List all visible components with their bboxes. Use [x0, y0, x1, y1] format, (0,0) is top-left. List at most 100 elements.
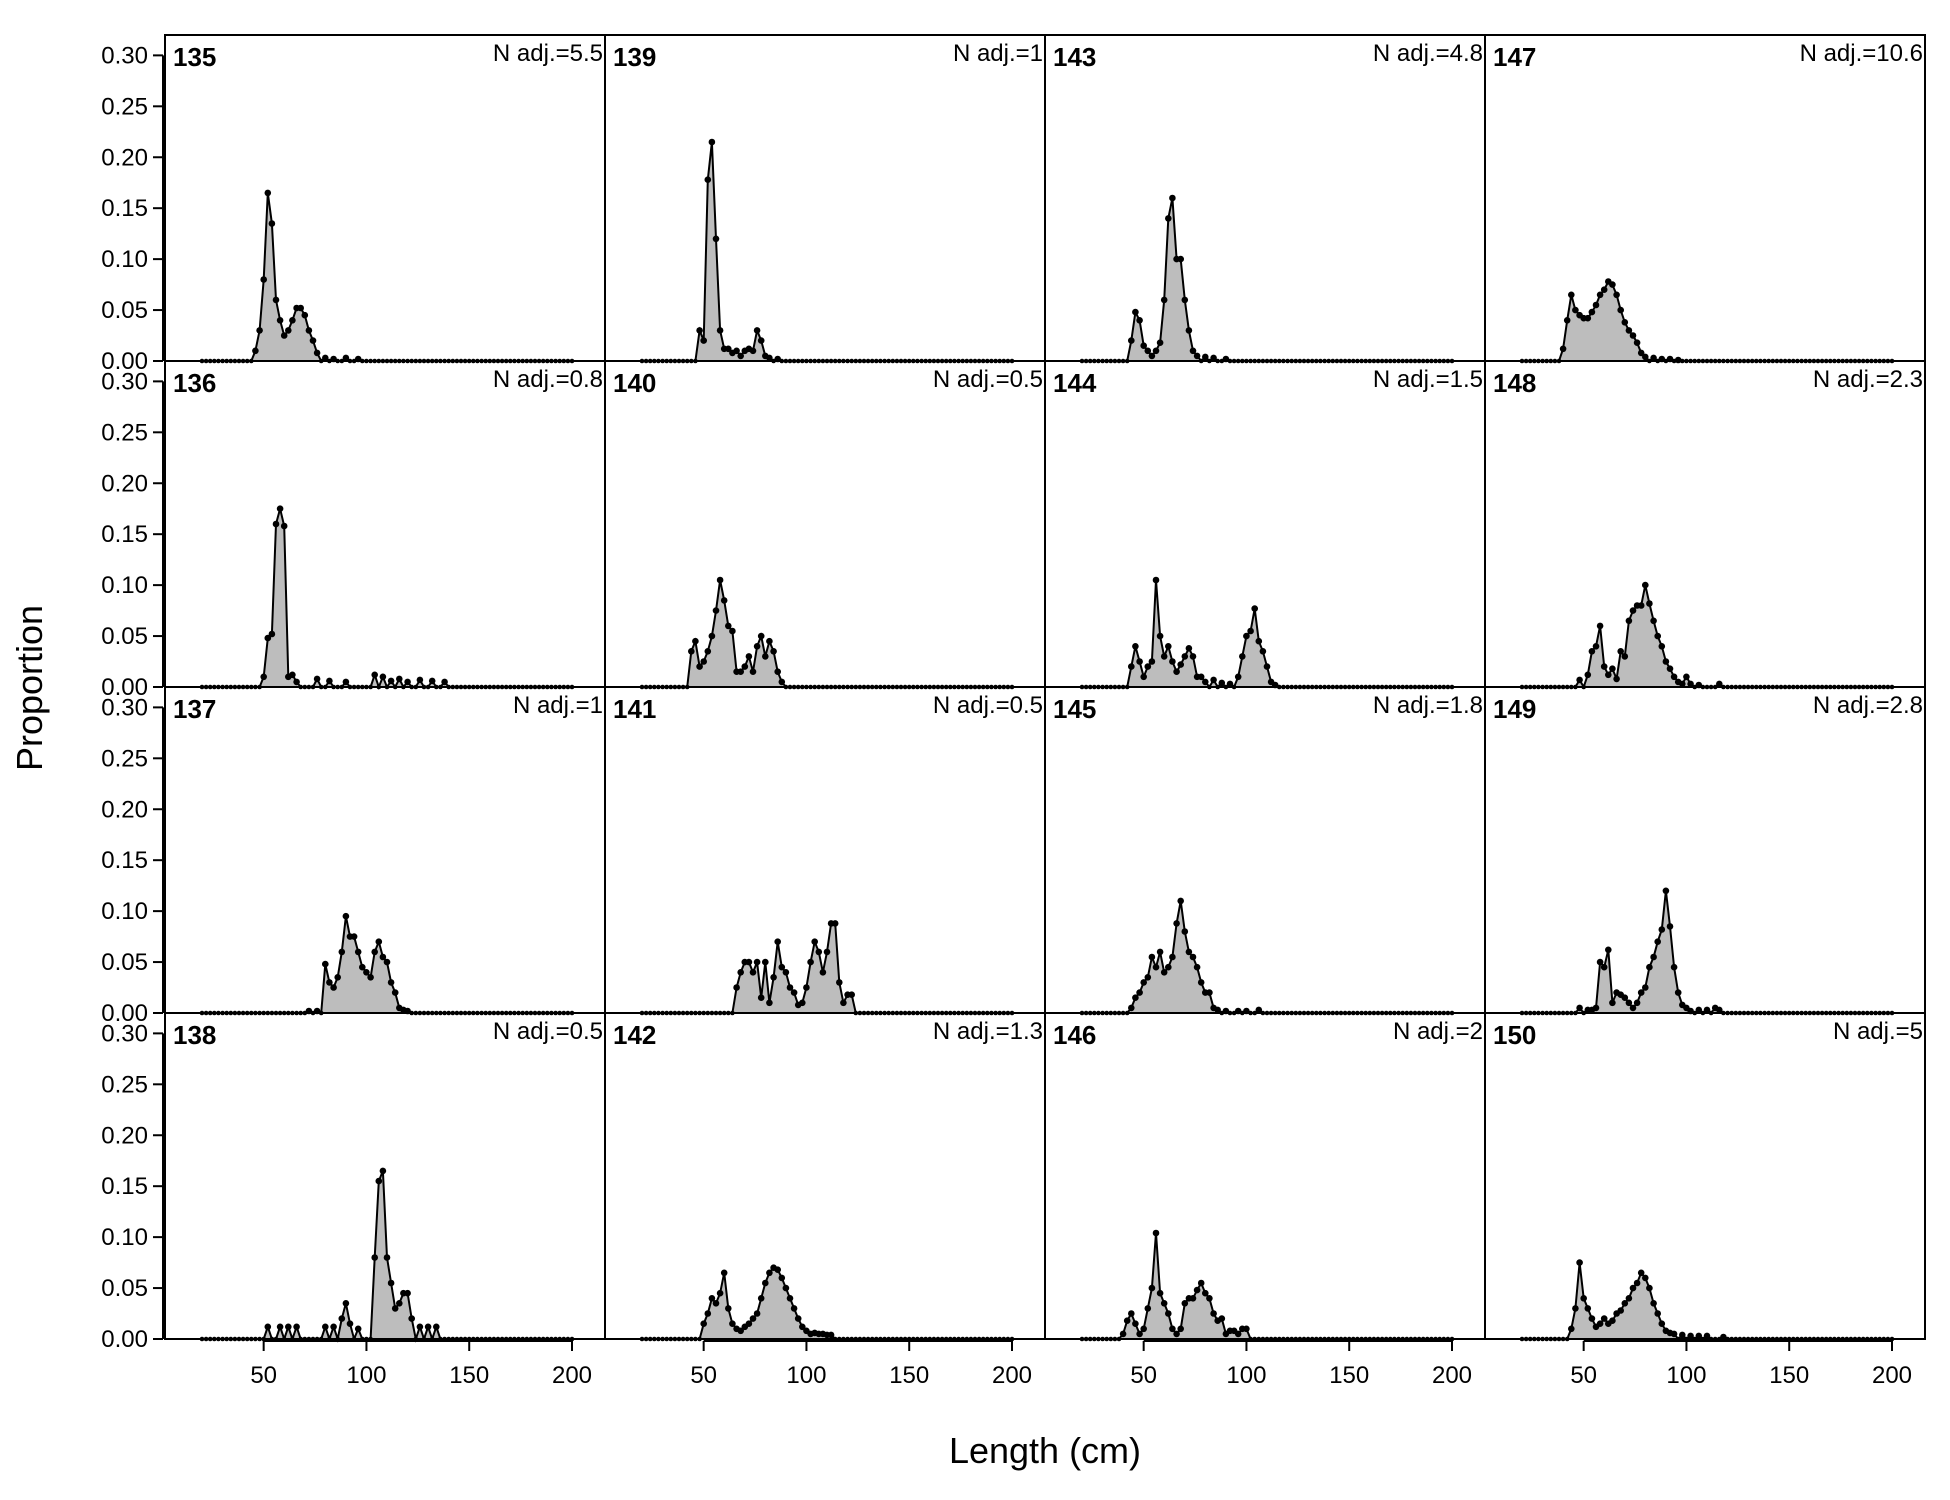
- y-tick-label: 0.00: [101, 1000, 148, 1027]
- data-point: [1152, 347, 1160, 355]
- data-point: [1144, 663, 1152, 670]
- x-tick-label: 150: [889, 1362, 929, 1389]
- data-point: [1695, 1332, 1703, 1340]
- data-point: [346, 1320, 354, 1327]
- data-point: [696, 663, 703, 670]
- data-point: [1156, 632, 1164, 640]
- data-point: [803, 984, 810, 991]
- panel-label: 144: [1053, 368, 1097, 398]
- data-point: [268, 630, 276, 638]
- panel-label: 139: [613, 42, 656, 72]
- data-point: [1234, 673, 1242, 681]
- data-point: [1263, 663, 1271, 670]
- data-point: [334, 974, 342, 981]
- x-axis-col-2: 50 100 150 200: [690, 1340, 1032, 1389]
- data-point: [1621, 653, 1629, 660]
- y-tick-label: 0.15: [101, 847, 148, 874]
- data-point: [1650, 617, 1657, 625]
- data-point: [289, 671, 296, 679]
- data-point: [1650, 354, 1657, 362]
- data-point: [716, 576, 724, 584]
- distribution-area: [1082, 1233, 1452, 1339]
- data-point: [367, 974, 374, 981]
- data-point: [1202, 353, 1209, 361]
- data-point: [766, 1269, 773, 1277]
- panel-label: 145: [1053, 694, 1096, 724]
- data-point: [1152, 576, 1160, 584]
- data-point: [338, 948, 346, 956]
- data-point: [1169, 953, 1176, 961]
- x-tick-label: 150: [449, 1362, 489, 1389]
- data-point: [1210, 676, 1217, 684]
- distribution-area: [1522, 281, 1892, 361]
- data-point: [712, 607, 720, 614]
- data-point: [799, 999, 806, 1007]
- x-axis-col-3: 50 100 150 200: [1130, 1340, 1472, 1389]
- data-point: [383, 1254, 391, 1261]
- y-tick-label: 0.30: [101, 42, 148, 69]
- n-adj-label: N adj.=4.8: [1373, 40, 1483, 67]
- data-point: [737, 352, 744, 360]
- data-point: [350, 933, 358, 940]
- y-tick-label: 0.00: [101, 348, 148, 375]
- panel-144: 144 N adj.=1.5: [1044, 360, 1486, 690]
- data-point: [1185, 948, 1193, 956]
- data-point: [1687, 1332, 1694, 1340]
- y-tick-label: 0.25: [101, 93, 148, 120]
- data-point: [1136, 658, 1143, 665]
- data-point: [774, 668, 781, 675]
- panel-label: 142: [613, 1020, 656, 1050]
- data-point: [749, 1315, 757, 1322]
- data-point: [1658, 1320, 1666, 1327]
- data-point: [305, 327, 313, 334]
- data-point: [264, 634, 272, 642]
- data-point: [1646, 1284, 1653, 1292]
- y-tick-label: 0.10: [101, 246, 148, 273]
- data-point: [1243, 1325, 1250, 1333]
- data-point: [1197, 1279, 1205, 1287]
- data-point: [1629, 1004, 1637, 1012]
- data-point: [1592, 1004, 1600, 1012]
- panel-frame: [1484, 686, 1926, 1014]
- y-tick-label: 0.25: [101, 1071, 148, 1098]
- distribution-area: [642, 1267, 1012, 1339]
- y-tick-label: 0.25: [101, 745, 148, 772]
- data-point: [375, 938, 383, 945]
- panel-frame: [1044, 686, 1486, 1014]
- data-point: [1666, 665, 1674, 672]
- data-point: [1576, 676, 1583, 684]
- data-point: [720, 597, 728, 604]
- panel-label: 143: [1053, 42, 1096, 72]
- data-point: [1165, 1310, 1172, 1317]
- panel-label: 138: [173, 1020, 216, 1050]
- data-point: [1169, 194, 1176, 202]
- data-point: [1181, 1300, 1189, 1307]
- data-point: [823, 948, 831, 956]
- data-point: [1609, 665, 1616, 672]
- data-point: [1625, 617, 1633, 625]
- data-point: [774, 1266, 781, 1273]
- data-point: [774, 938, 781, 945]
- panel-label: 147: [1493, 42, 1536, 72]
- data-point: [831, 920, 839, 927]
- data-point: [371, 671, 379, 679]
- data-point: [293, 1323, 300, 1331]
- data-point: [424, 1323, 432, 1331]
- data-point: [1600, 1315, 1608, 1322]
- data-point: [1206, 989, 1213, 996]
- data-point: [1123, 1317, 1131, 1324]
- x-tick-label: 50: [690, 1362, 717, 1389]
- data-point: [1563, 317, 1571, 324]
- x-axis-title: Length (cm): [949, 1430, 1141, 1471]
- data-point: [391, 1305, 399, 1312]
- data-point: [1169, 1325, 1176, 1333]
- data-point: [1576, 1259, 1583, 1266]
- data-point: [1568, 291, 1575, 299]
- data-point: [276, 317, 284, 324]
- data-point: [313, 675, 321, 683]
- n-adj-label: N adj.=1: [513, 692, 603, 719]
- panel-frame: [604, 34, 1046, 362]
- n-adj-label: N adj.=0.5: [933, 692, 1043, 719]
- data-point: [1625, 327, 1633, 334]
